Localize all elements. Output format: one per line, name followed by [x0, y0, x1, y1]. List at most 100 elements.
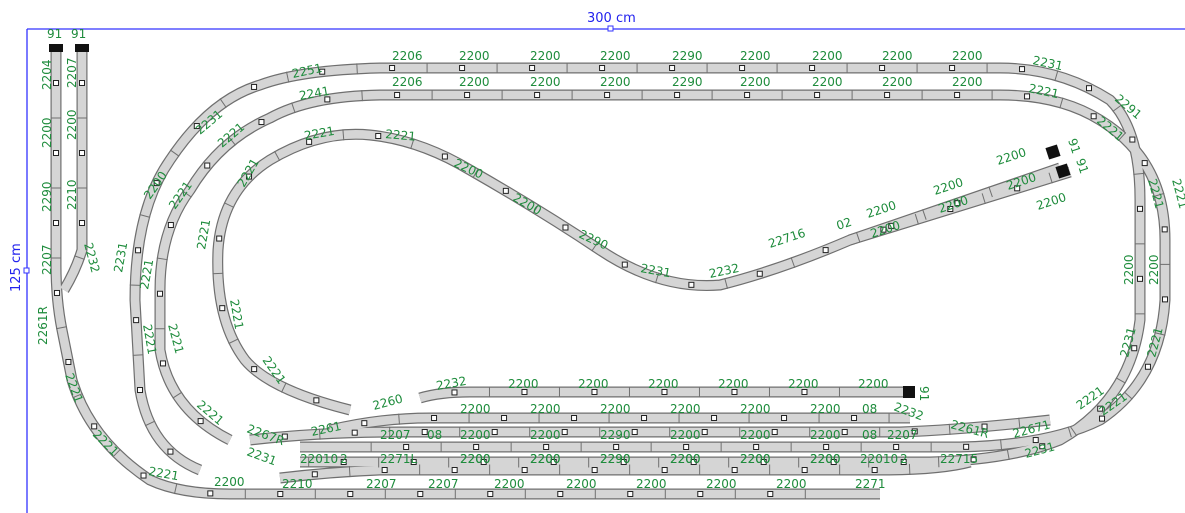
track-center-marker	[557, 491, 564, 497]
track-center-marker	[631, 429, 638, 435]
track-joint	[74, 255, 85, 260]
track-joint	[790, 257, 796, 268]
track-center-marker	[683, 444, 690, 451]
track-joint	[182, 190, 192, 198]
track-joint	[1048, 172, 1053, 184]
track-center-marker	[954, 92, 961, 98]
track-center-marker	[814, 92, 821, 98]
track-center-marker	[599, 65, 606, 71]
track-label: 2200	[460, 402, 491, 416]
track-joint	[72, 393, 83, 399]
track-center-marker	[277, 491, 284, 497]
track-label: 2221	[303, 124, 336, 143]
track-label: 2200	[530, 428, 561, 442]
track-center-marker	[949, 65, 956, 71]
track-joint	[286, 71, 290, 83]
track-center-marker	[459, 65, 466, 71]
height-dimension-tick	[23, 267, 30, 274]
track-label: 2200	[636, 477, 667, 491]
buffer-stop-icon	[49, 44, 63, 52]
track-joint	[139, 214, 151, 218]
track-center-marker	[361, 420, 368, 427]
track-label: 2207	[380, 428, 411, 442]
height-dimension-label: 125 cm	[9, 243, 24, 292]
track-center-marker	[140, 472, 147, 479]
track-center-marker	[473, 444, 480, 451]
track-center-marker	[79, 220, 85, 226]
track-center-marker	[571, 415, 578, 421]
track-joint	[132, 354, 144, 356]
track-label: 2200	[670, 452, 701, 466]
track-label: 2221	[227, 298, 246, 331]
track-center-marker	[801, 467, 808, 473]
track-joint	[318, 428, 321, 440]
track-joint	[1054, 70, 1059, 82]
track-label: 2290	[40, 181, 54, 212]
track-label: 2206	[392, 49, 423, 63]
track-center-marker	[970, 456, 977, 463]
track-label: 2200	[740, 402, 771, 416]
track-label: 2200	[566, 477, 597, 491]
track-center-marker	[521, 467, 528, 473]
track-center-marker	[53, 150, 60, 156]
track-label: 2200	[40, 117, 54, 148]
track-center-marker	[809, 65, 816, 71]
track-joint	[361, 90, 363, 102]
track-label: 2200	[740, 75, 771, 89]
track-joint	[228, 136, 236, 146]
track-joints	[50, 62, 1171, 500]
track-center-marker	[219, 305, 226, 312]
track-label: 2200	[530, 49, 561, 63]
track-center-marker	[731, 389, 738, 395]
track-joint	[112, 448, 121, 458]
track-center-marker	[879, 65, 886, 71]
track-center-marker	[167, 222, 174, 229]
track-center-marker	[744, 92, 751, 98]
track-joint	[981, 193, 986, 205]
track-center-marker	[324, 96, 331, 103]
track-label: 2200	[459, 49, 490, 63]
track-center-marker	[1162, 296, 1168, 303]
track-label: 2221	[385, 127, 417, 144]
track-label: 2207	[887, 428, 918, 442]
track-center-marker	[1024, 93, 1031, 100]
track-center-marker	[822, 247, 829, 254]
track-center-marker	[451, 389, 458, 396]
track-label: 2200	[995, 145, 1028, 168]
track-label: 08	[862, 428, 877, 442]
track-label: 91	[71, 27, 86, 41]
track-label: 2200	[530, 452, 561, 466]
track-center-marker	[464, 92, 471, 98]
track-joint	[1118, 132, 1127, 141]
track-label: 2206	[392, 75, 423, 89]
track-center-marker	[669, 65, 676, 71]
track-label: 2200	[578, 377, 609, 391]
track-center-marker	[753, 444, 760, 451]
track-joint	[169, 149, 180, 157]
track-label: 2290	[600, 452, 631, 466]
track-center-marker	[756, 270, 763, 277]
track-label: 2260	[371, 391, 404, 412]
track-joint	[472, 168, 479, 179]
track-joint	[948, 423, 951, 435]
track-label: 22010	[300, 452, 338, 466]
track-center-marker	[1086, 85, 1093, 92]
track-label: 08	[862, 402, 877, 416]
track-joint	[1018, 417, 1021, 429]
track-center-marker	[204, 162, 211, 169]
track-center-marker	[159, 360, 166, 367]
track-center-marker	[313, 397, 320, 404]
track-center-marker	[167, 448, 174, 455]
track-center-marker	[306, 138, 313, 145]
track-center-marker	[771, 429, 778, 435]
track-label: 2271	[855, 477, 886, 491]
buffer-stop-icon	[903, 386, 915, 398]
track-label: 2232	[708, 261, 741, 281]
track-label: 91	[1073, 157, 1091, 176]
track-center-marker	[53, 80, 60, 86]
track-center-marker	[963, 443, 970, 450]
track-center-marker	[351, 429, 358, 436]
track-center-marker	[1137, 205, 1143, 212]
track-label: 2210	[65, 179, 79, 210]
track-center-marker	[880, 226, 887, 233]
